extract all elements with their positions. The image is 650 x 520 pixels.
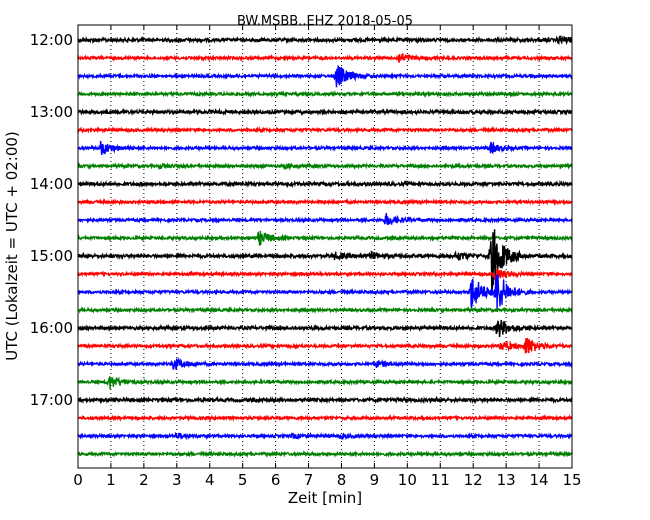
x-tick-label: 14 [530, 471, 549, 489]
y-tick-label: 16:00 [30, 319, 73, 337]
trace-1200 [77, 34, 573, 46]
x-axis-label: Zeit [min] [288, 489, 362, 507]
x-tick-label: 13 [497, 471, 516, 489]
x-tick-label: 12 [464, 471, 483, 489]
chart-title: BW.MSBB..EHZ 2018-05-05 [237, 14, 413, 29]
trace-1345 [77, 162, 573, 171]
x-tick-label: 6 [271, 471, 281, 489]
trace-1445 [77, 230, 573, 246]
trace-1300 [77, 107, 573, 117]
y-tick-label: 15:00 [30, 247, 73, 265]
y-axis-label: UTC (Lokalzeit = UTC + 02:00) [3, 131, 21, 361]
seismogram-traces [77, 34, 573, 459]
x-tick-label: 9 [370, 471, 380, 489]
y-tick-label: 17:00 [30, 391, 73, 409]
trace-1330 [77, 140, 573, 155]
trace-1730 [77, 431, 573, 441]
x-tick-label: 0 [73, 471, 83, 489]
trace-1415 [77, 198, 573, 206]
y-tick-label: 12:00 [30, 31, 73, 49]
trace-1745 [77, 450, 573, 459]
trace-1315 [77, 126, 573, 135]
trace-1545 [77, 306, 573, 315]
x-tick-label: 8 [337, 471, 347, 489]
plot-frame [77, 24, 573, 469]
trace-1430 [77, 213, 573, 226]
trace-1230 [77, 65, 573, 88]
x-tick-label: 5 [238, 471, 248, 489]
trace-1700 [77, 395, 573, 405]
trace-1515 [77, 268, 573, 281]
x-tick-label: 11 [431, 471, 450, 489]
x-tick-label: 10 [398, 471, 417, 489]
trace-1715 [77, 414, 573, 422]
trace-1645 [77, 376, 573, 390]
trace-1400 [77, 179, 573, 189]
trace-1630 [77, 357, 573, 371]
axis-ticks: 0 1 2 3 4 5 6 7 8 9 10 11 12 13 14 1512:0013:0014:0015:… [30, 25, 582, 489]
x-tick-label: 4 [205, 471, 215, 489]
y-tick-label: 14:00 [30, 175, 73, 193]
trace-1500 [77, 229, 573, 292]
trace-1615 [77, 337, 573, 354]
trace-1600 [77, 319, 573, 338]
x-tick-label: 2 [139, 471, 149, 489]
x-tick-label: 3 [172, 471, 182, 489]
trace-1245 [77, 90, 573, 99]
x-tick-label: 15 [562, 471, 581, 489]
y-tick-label: 13:00 [30, 103, 73, 121]
trace-1530 [77, 274, 573, 310]
trace-1215 [77, 53, 573, 63]
x-tick-label: 1 [106, 471, 116, 489]
x-tick-label: 7 [304, 471, 314, 489]
